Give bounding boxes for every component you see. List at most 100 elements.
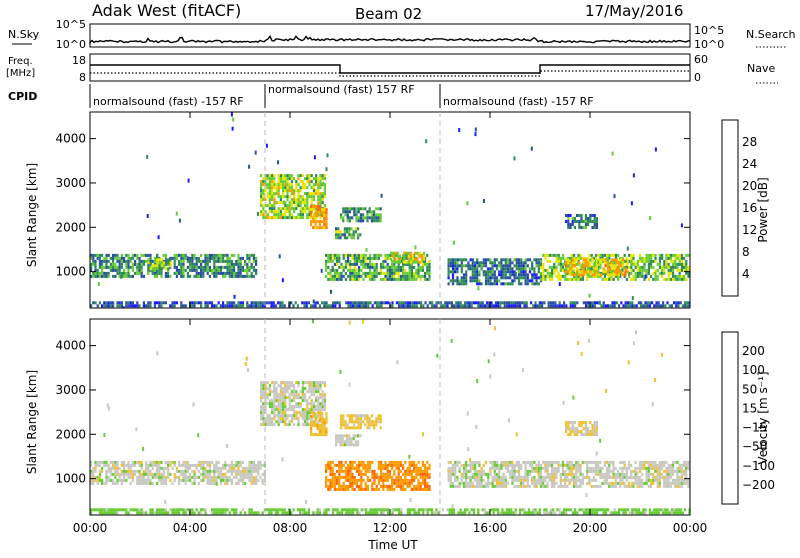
heatmap-cell: [406, 482, 408, 485]
heatmap-cell: [291, 207, 293, 210]
heatmap-cell: [485, 485, 487, 488]
heatmap-cell: [578, 430, 580, 433]
heatmap-cell: [500, 258, 502, 261]
heatmap-cell: [255, 304, 257, 307]
heatmap-cell: [165, 508, 167, 511]
heatmap-cell: [101, 272, 103, 275]
heatmap-cell: [595, 479, 597, 482]
heatmap-cell: [248, 479, 250, 482]
heatmap-cell: [393, 269, 395, 272]
heatmap-cell: [189, 257, 191, 260]
heatmap-cell: [154, 301, 156, 304]
heatmap-cell: [596, 433, 598, 436]
heatmap-cell: [255, 464, 257, 467]
heatmap-cell: [483, 270, 485, 273]
heatmap-cell: [187, 467, 189, 470]
heatmap-cell: [278, 192, 280, 195]
heatmap-cell: [125, 275, 127, 278]
heatmap-cell: [378, 257, 380, 260]
heatmap-cell: [302, 384, 304, 387]
heatmap-cell: [278, 405, 280, 408]
heatmap-cell: [132, 473, 134, 476]
heatmap-cell: [297, 192, 299, 195]
heatmap-cell: [525, 258, 527, 261]
heatmap-cell: [556, 304, 558, 307]
heatmap-cell: [286, 408, 288, 411]
heatmap-cell: [255, 470, 257, 473]
heatmap-cell: [372, 304, 374, 307]
heatmap-cell: [421, 255, 423, 258]
heatmap-cell: [522, 261, 524, 264]
heatmap-cell: [558, 257, 560, 260]
heatmap-cell: [349, 216, 351, 219]
heatmap-cell: [452, 485, 454, 488]
heatmap-cell: [369, 263, 371, 266]
heatmap-cell: [355, 443, 357, 446]
heatmap-cell: [193, 254, 195, 257]
heatmap-cell: [643, 260, 645, 263]
heatmap-cell: [591, 214, 593, 217]
heatmap-cell: [92, 301, 94, 304]
heatmap-cell: [218, 470, 220, 473]
heatmap-cell: [560, 476, 562, 479]
heatmap-cell: [240, 260, 242, 263]
heatmap-cell: [362, 263, 364, 266]
heatmap-cell: [471, 301, 473, 304]
heatmap-cell: [271, 174, 273, 177]
heatmap-cell: [269, 390, 271, 393]
heatmap-cell: [136, 479, 138, 482]
heatmap-cell: [573, 479, 575, 482]
heatmap-cell: [314, 304, 316, 307]
heatmap-cell: [260, 399, 262, 402]
heatmap-cell: [531, 273, 533, 276]
heatmap-cell: [180, 269, 182, 272]
heatmap-cell: [476, 264, 478, 267]
heatmap-cell: [448, 461, 450, 464]
heatmap-cell: [614, 194, 616, 198]
heatmap-cell: [676, 269, 678, 272]
heatmap-cell: [410, 255, 412, 258]
heatmap-cell: [358, 461, 360, 464]
heatmap-cell: [123, 464, 125, 467]
heatmap-cell: [136, 461, 138, 464]
heatmap-cell: [565, 273, 567, 276]
heatmap-cell: [180, 275, 182, 278]
heatmap-cell: [211, 269, 213, 272]
heatmap-cell: [586, 467, 588, 470]
heatmap-cell: [176, 269, 178, 272]
heatmap-cell: [209, 461, 211, 464]
heatmap-cell: [670, 269, 672, 272]
heatmap-cell: [594, 270, 596, 273]
heatmap-cell: [356, 301, 358, 304]
heatmap-cell: [218, 476, 220, 479]
heatmap-cell: [138, 272, 140, 275]
heatmap-cell: [483, 479, 485, 482]
heatmap-cell: [269, 216, 271, 219]
heatmap-cell: [253, 467, 255, 470]
heatmap-cell: [267, 402, 269, 405]
heatmap-cell: [674, 461, 676, 464]
heatmap-cell: [648, 467, 650, 470]
heatmap-cell: [200, 254, 202, 257]
heatmap-cell: [560, 263, 562, 266]
heatmap-cell: [465, 473, 467, 476]
heatmap-cell: [400, 464, 402, 467]
heatmap-cell: [211, 511, 213, 514]
heatmap-cell: [461, 258, 463, 261]
heatmap-cell: [267, 204, 269, 207]
nsearch-tick-bottom: 10^0: [694, 38, 724, 51]
heatmap-cell: [478, 261, 480, 264]
heatmap-cell: [336, 260, 338, 263]
heatmap-cell: [271, 189, 273, 192]
heatmap-cell: [353, 213, 355, 216]
heatmap-cell: [507, 482, 509, 485]
heatmap-cell: [321, 211, 323, 214]
heatmap-cell: [182, 266, 184, 269]
heatmap-cell: [391, 464, 393, 467]
heatmap-cell: [572, 301, 574, 304]
heatmap-cell: [300, 402, 302, 405]
heatmap-cell: [342, 417, 344, 420]
heatmap-cell: [275, 201, 277, 204]
heatmap-cell: [643, 467, 645, 470]
heatmap-cell: [304, 417, 306, 420]
